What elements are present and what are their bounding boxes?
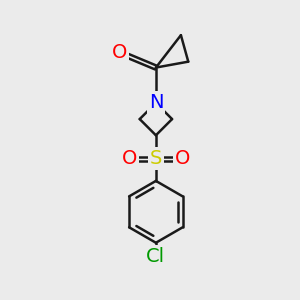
Text: O: O xyxy=(175,149,190,168)
Text: Cl: Cl xyxy=(146,247,166,266)
Text: N: N xyxy=(148,93,163,112)
Text: O: O xyxy=(122,149,137,168)
Text: O: O xyxy=(111,43,127,62)
Text: S: S xyxy=(150,149,162,168)
